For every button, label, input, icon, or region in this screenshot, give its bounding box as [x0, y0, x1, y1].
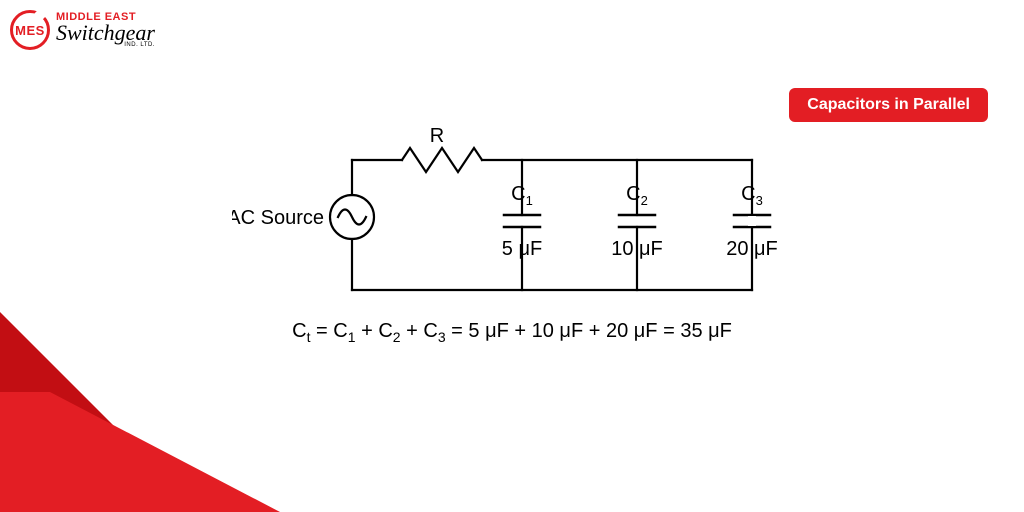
brand-logo: MES MIDDLE EAST Switchgear IND. LTD.: [10, 10, 155, 50]
resistor-label: R: [430, 125, 444, 147]
formula-text: Ct = C1 + C2 + C3 = 5 μF + 10 μF + 20 μF…: [292, 320, 732, 345]
cap3-label: C3: [741, 183, 763, 208]
cap1-value: 5 μF: [502, 238, 542, 260]
cap3-value: 20 μF: [726, 238, 778, 260]
logo-wordmark: MIDDLE EAST Switchgear IND. LTD.: [56, 12, 155, 49]
source-label: AC Source: [232, 207, 324, 229]
logo-circle-icon: MES: [10, 10, 50, 50]
sine-wave-icon: [338, 210, 366, 225]
resistor-icon: [402, 148, 482, 172]
logo-line2: Switchgear: [56, 23, 155, 43]
cap1-label: C1: [511, 183, 533, 208]
logo-abbrev: MES: [15, 23, 45, 38]
wire-mask: [748, 216, 756, 226]
corner-triangle-light: [0, 392, 280, 512]
corner-triangle-dark: [0, 312, 200, 512]
title-badge: Capacitors in Parallel: [789, 88, 988, 122]
cap2-value: 10 μF: [611, 238, 663, 260]
logo-line3: IND. LTD.: [56, 42, 155, 48]
cap2-label: C2: [626, 183, 648, 208]
circuit-diagram: R AC Source C1 5 μF C2 10 μF C3 20 μF: [232, 120, 792, 315]
